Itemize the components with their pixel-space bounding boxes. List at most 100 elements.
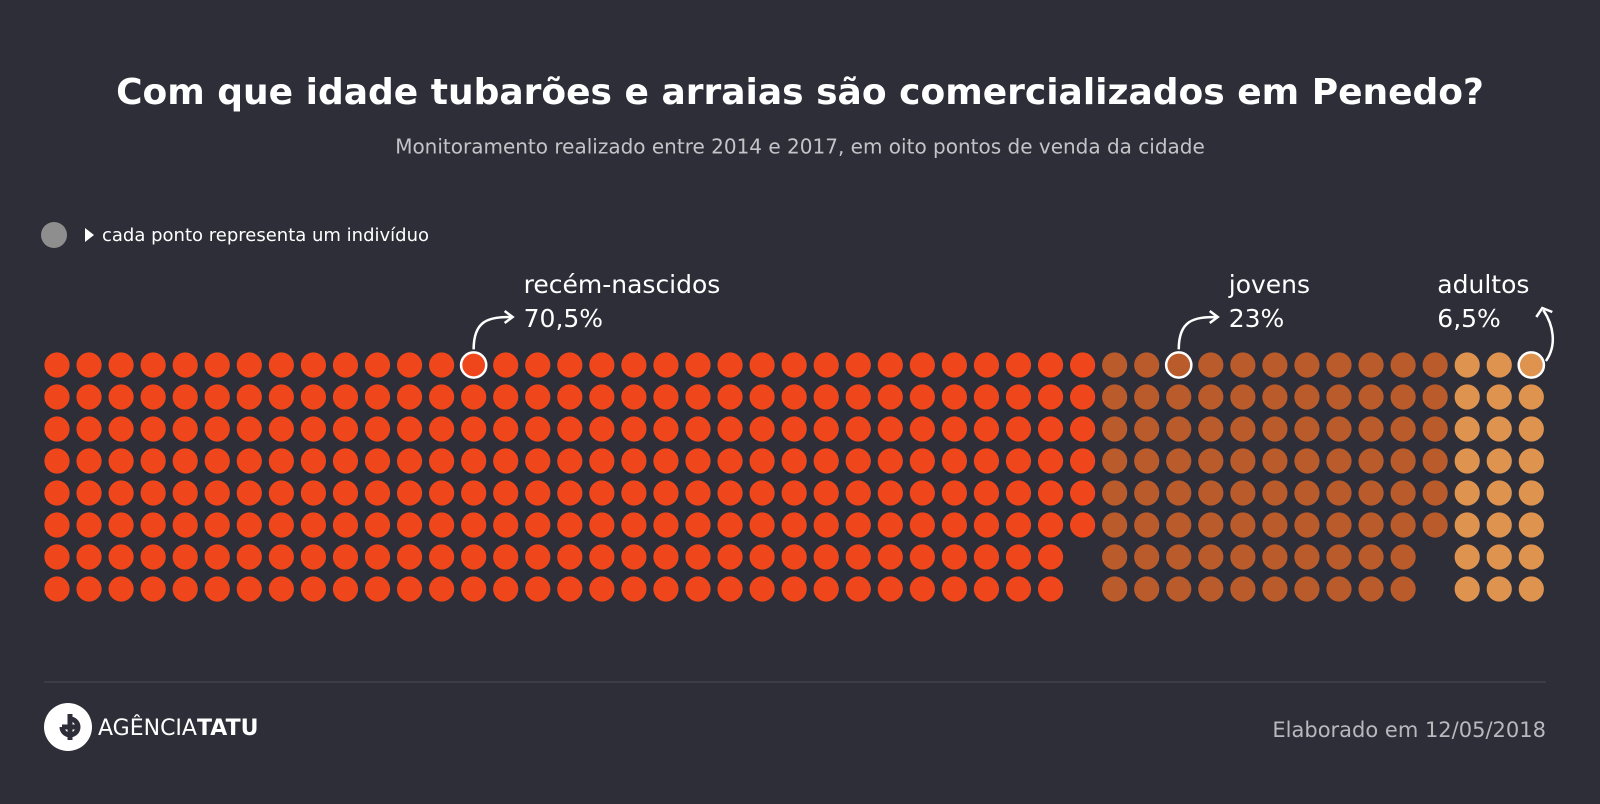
dot: [685, 480, 711, 506]
dot: [717, 448, 743, 474]
dot: [781, 576, 807, 602]
dot: [1070, 480, 1096, 506]
dot: [1198, 384, 1224, 410]
dot: [1198, 544, 1224, 570]
brand-name: AGÊNCIATATU: [98, 715, 258, 741]
dot: [429, 352, 455, 378]
dot: [1390, 480, 1416, 506]
dot: [685, 448, 711, 474]
dot: [973, 480, 1000, 506]
legend-dot: [41, 222, 67, 248]
dot: [364, 480, 391, 506]
dot: [1166, 416, 1192, 442]
dot: [1134, 384, 1160, 410]
logo-mark: [59, 714, 81, 740]
dot: [204, 544, 230, 570]
dot: [300, 352, 326, 378]
legend-arrow: [85, 228, 94, 242]
dot: [1070, 384, 1096, 410]
dot: [1390, 544, 1416, 570]
dot: [877, 416, 903, 442]
dot: [1262, 352, 1288, 378]
dot: [909, 352, 935, 378]
dot: [1422, 416, 1448, 442]
dot: [1134, 480, 1160, 506]
dot: [845, 512, 871, 538]
dot: [44, 512, 70, 538]
dot: [1005, 384, 1032, 410]
dot: [364, 384, 391, 410]
dot: [1454, 448, 1480, 474]
dot: [653, 576, 679, 602]
dot: [236, 416, 262, 442]
dot: [941, 576, 968, 602]
dot: [877, 448, 903, 474]
dot: [909, 576, 935, 602]
dot: [1166, 544, 1192, 570]
dot: [300, 512, 326, 538]
dot: [557, 576, 583, 602]
dot: [589, 576, 615, 602]
dot: [1326, 544, 1352, 570]
dot: [236, 480, 262, 506]
dot: [172, 576, 198, 602]
dot: [44, 448, 70, 474]
dot: [300, 448, 326, 474]
dot: [332, 512, 359, 538]
dot: [909, 480, 935, 506]
dot: [44, 480, 70, 506]
value-label: 70,5%: [524, 304, 603, 333]
dot: [1037, 384, 1064, 410]
dot: [364, 352, 391, 378]
dot: [461, 384, 487, 410]
dot: [108, 576, 134, 602]
dot: [461, 480, 487, 506]
dot: [108, 544, 134, 570]
dot: [461, 448, 487, 474]
dot: [140, 512, 166, 538]
dot: [525, 544, 551, 570]
dot: [1102, 576, 1128, 602]
dot: [493, 416, 519, 442]
dot: [1294, 352, 1320, 378]
dot: [1326, 448, 1352, 474]
dot: [76, 448, 102, 474]
annotations: recém-nascidos 70,5% jovens 23% adultos 6,5%: [472, 270, 1554, 362]
dot: [909, 384, 935, 410]
annotation-arrowhead: [1535, 306, 1553, 318]
dot: [589, 384, 615, 410]
dot: [1166, 384, 1192, 410]
dot: [364, 512, 391, 538]
dot: [845, 544, 871, 570]
dot: [1166, 576, 1192, 602]
dot: [621, 480, 647, 506]
dot: [877, 544, 903, 570]
dot: [44, 384, 70, 410]
dot: [1070, 352, 1096, 378]
dot: [973, 544, 1000, 570]
dot: [204, 448, 230, 474]
dot: [396, 480, 423, 506]
dot: [1037, 352, 1064, 378]
dot: [493, 384, 519, 410]
dot: [1358, 512, 1384, 538]
dot: [429, 416, 455, 442]
dot: [877, 512, 903, 538]
dot: [364, 576, 391, 602]
dot: [1037, 544, 1064, 570]
dot: [429, 512, 455, 538]
dot: [1390, 416, 1416, 442]
dot: [1518, 512, 1544, 538]
dot: [108, 480, 134, 506]
dot: [621, 384, 647, 410]
dot: [941, 416, 968, 442]
dot: [621, 512, 647, 538]
dot: [429, 384, 455, 410]
dot: [1422, 384, 1448, 410]
dot: [396, 512, 423, 538]
dot: [1005, 352, 1032, 378]
dot: [1198, 480, 1224, 506]
dot: [877, 384, 903, 410]
dot: [1358, 448, 1384, 474]
dot: [749, 480, 775, 506]
